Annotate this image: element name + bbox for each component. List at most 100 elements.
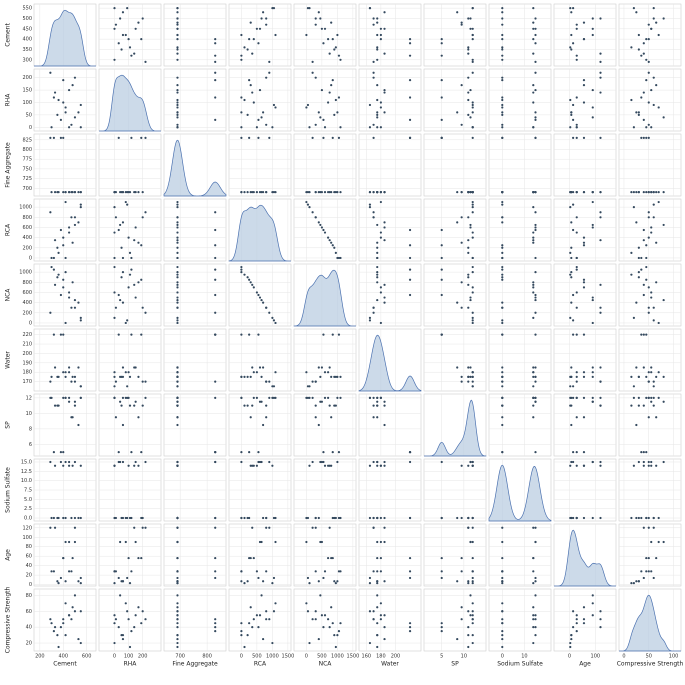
scatter-point: [376, 126, 379, 129]
scatter-point: [62, 101, 65, 104]
scatter-point: [305, 540, 308, 544]
scatter-point: [322, 460, 325, 464]
scatter-point: [379, 602, 382, 605]
panel: [163, 3, 227, 67]
scatter-point: [70, 516, 73, 520]
scatter-point: [331, 451, 334, 454]
scatter-point: [501, 76, 504, 79]
panel: [163, 263, 227, 327]
scatter-point: [126, 385, 129, 388]
panel: [228, 133, 292, 197]
scatter-point: [647, 516, 650, 520]
scatter-point: [120, 48, 123, 51]
scatter-point: [311, 136, 314, 139]
scatter-point: [50, 375, 53, 379]
scatter-point: [632, 126, 635, 129]
scatter-point: [532, 371, 535, 374]
scatter-point: [56, 634, 59, 637]
scatter-point: [243, 98, 246, 102]
scatter-point: [214, 333, 217, 336]
y-tick-label: 500: [22, 16, 32, 22]
scatter-point: [471, 286, 474, 289]
scatter-point: [501, 244, 504, 247]
scatter-point: [471, 582, 474, 585]
scatter-point: [176, 423, 179, 427]
scatter-point: [73, 526, 77, 529]
scatter-point: [73, 375, 77, 379]
scatter-point: [440, 256, 443, 260]
scatter-point: [469, 116, 472, 119]
scatter-point: [647, 556, 650, 560]
scatter-point: [501, 580, 504, 583]
scatter-point: [467, 366, 470, 369]
scatter-point: [572, 103, 575, 107]
scatter-point: [71, 84, 74, 87]
scatter-point: [126, 7, 129, 10]
scatter-point: [77, 637, 80, 641]
scatter-point: [534, 191, 537, 194]
scatter-point: [632, 396, 635, 399]
scatter-point: [575, 23, 578, 26]
scatter-point: [591, 27, 594, 30]
scatter-point: [376, 570, 379, 573]
scatter-point: [265, 516, 268, 520]
panel: [358, 133, 422, 197]
scatter-point: [176, 98, 179, 102]
scatter-point: [372, 396, 375, 399]
scatter-point: [176, 306, 179, 309]
scatter-point: [383, 226, 386, 229]
scatter-point: [591, 602, 594, 605]
scatter-point: [243, 191, 246, 194]
scatter-point: [322, 118, 325, 121]
scatter-point: [460, 123, 463, 126]
scatter-point: [214, 630, 217, 633]
scatter-point: [534, 118, 537, 121]
scatter-point: [331, 622, 334, 625]
scatter-point: [62, 396, 65, 399]
scatter-point: [372, 71, 375, 74]
scatter-point: [176, 123, 179, 126]
scatter-point: [575, 618, 578, 621]
scatter-point: [258, 614, 262, 617]
scatter-point: [591, 17, 594, 20]
scatter-point: [532, 7, 535, 10]
x-tick-label: 180: [376, 654, 386, 660]
panel: [488, 523, 552, 587]
scatter-point: [240, 460, 243, 464]
scatter-point: [77, 111, 80, 114]
scatter-point: [467, 17, 470, 20]
panel: [228, 3, 292, 67]
scatter-point: [532, 396, 535, 399]
scatter-point: [460, 84, 463, 87]
scatter-point: [471, 60, 474, 63]
scatter-point: [652, 76, 655, 79]
scatter-point: [652, 516, 655, 520]
scatter-point: [471, 71, 474, 74]
kde-area: [358, 334, 422, 392]
scatter-point: [144, 136, 147, 139]
scatter-point: [252, 396, 255, 399]
scatter-point: [314, 618, 317, 621]
scatter-point: [599, 404, 602, 407]
scatter-point: [655, 416, 658, 419]
scatter-point: [379, 27, 382, 30]
scatter-point: [650, 231, 653, 234]
scatter-point: [642, 42, 645, 45]
panel: [488, 263, 552, 327]
scatter-point: [320, 540, 323, 544]
scatter-point: [379, 191, 382, 194]
scatter-point: [113, 27, 116, 30]
scatter-point: [368, 582, 372, 585]
panel: [98, 263, 162, 327]
scatter-point: [569, 206, 572, 209]
scatter-point: [240, 96, 243, 99]
scatter-point: [176, 273, 179, 276]
scatter-point: [532, 286, 535, 289]
scatter-point: [575, 216, 578, 219]
panel: [293, 198, 357, 262]
scatter-point: [440, 118, 443, 121]
scatter-point: [655, 241, 658, 244]
x-axis-label: Sodium Sulfate: [497, 661, 543, 668]
scatter-point: [652, 576, 655, 580]
scatter-point: [314, 23, 317, 26]
